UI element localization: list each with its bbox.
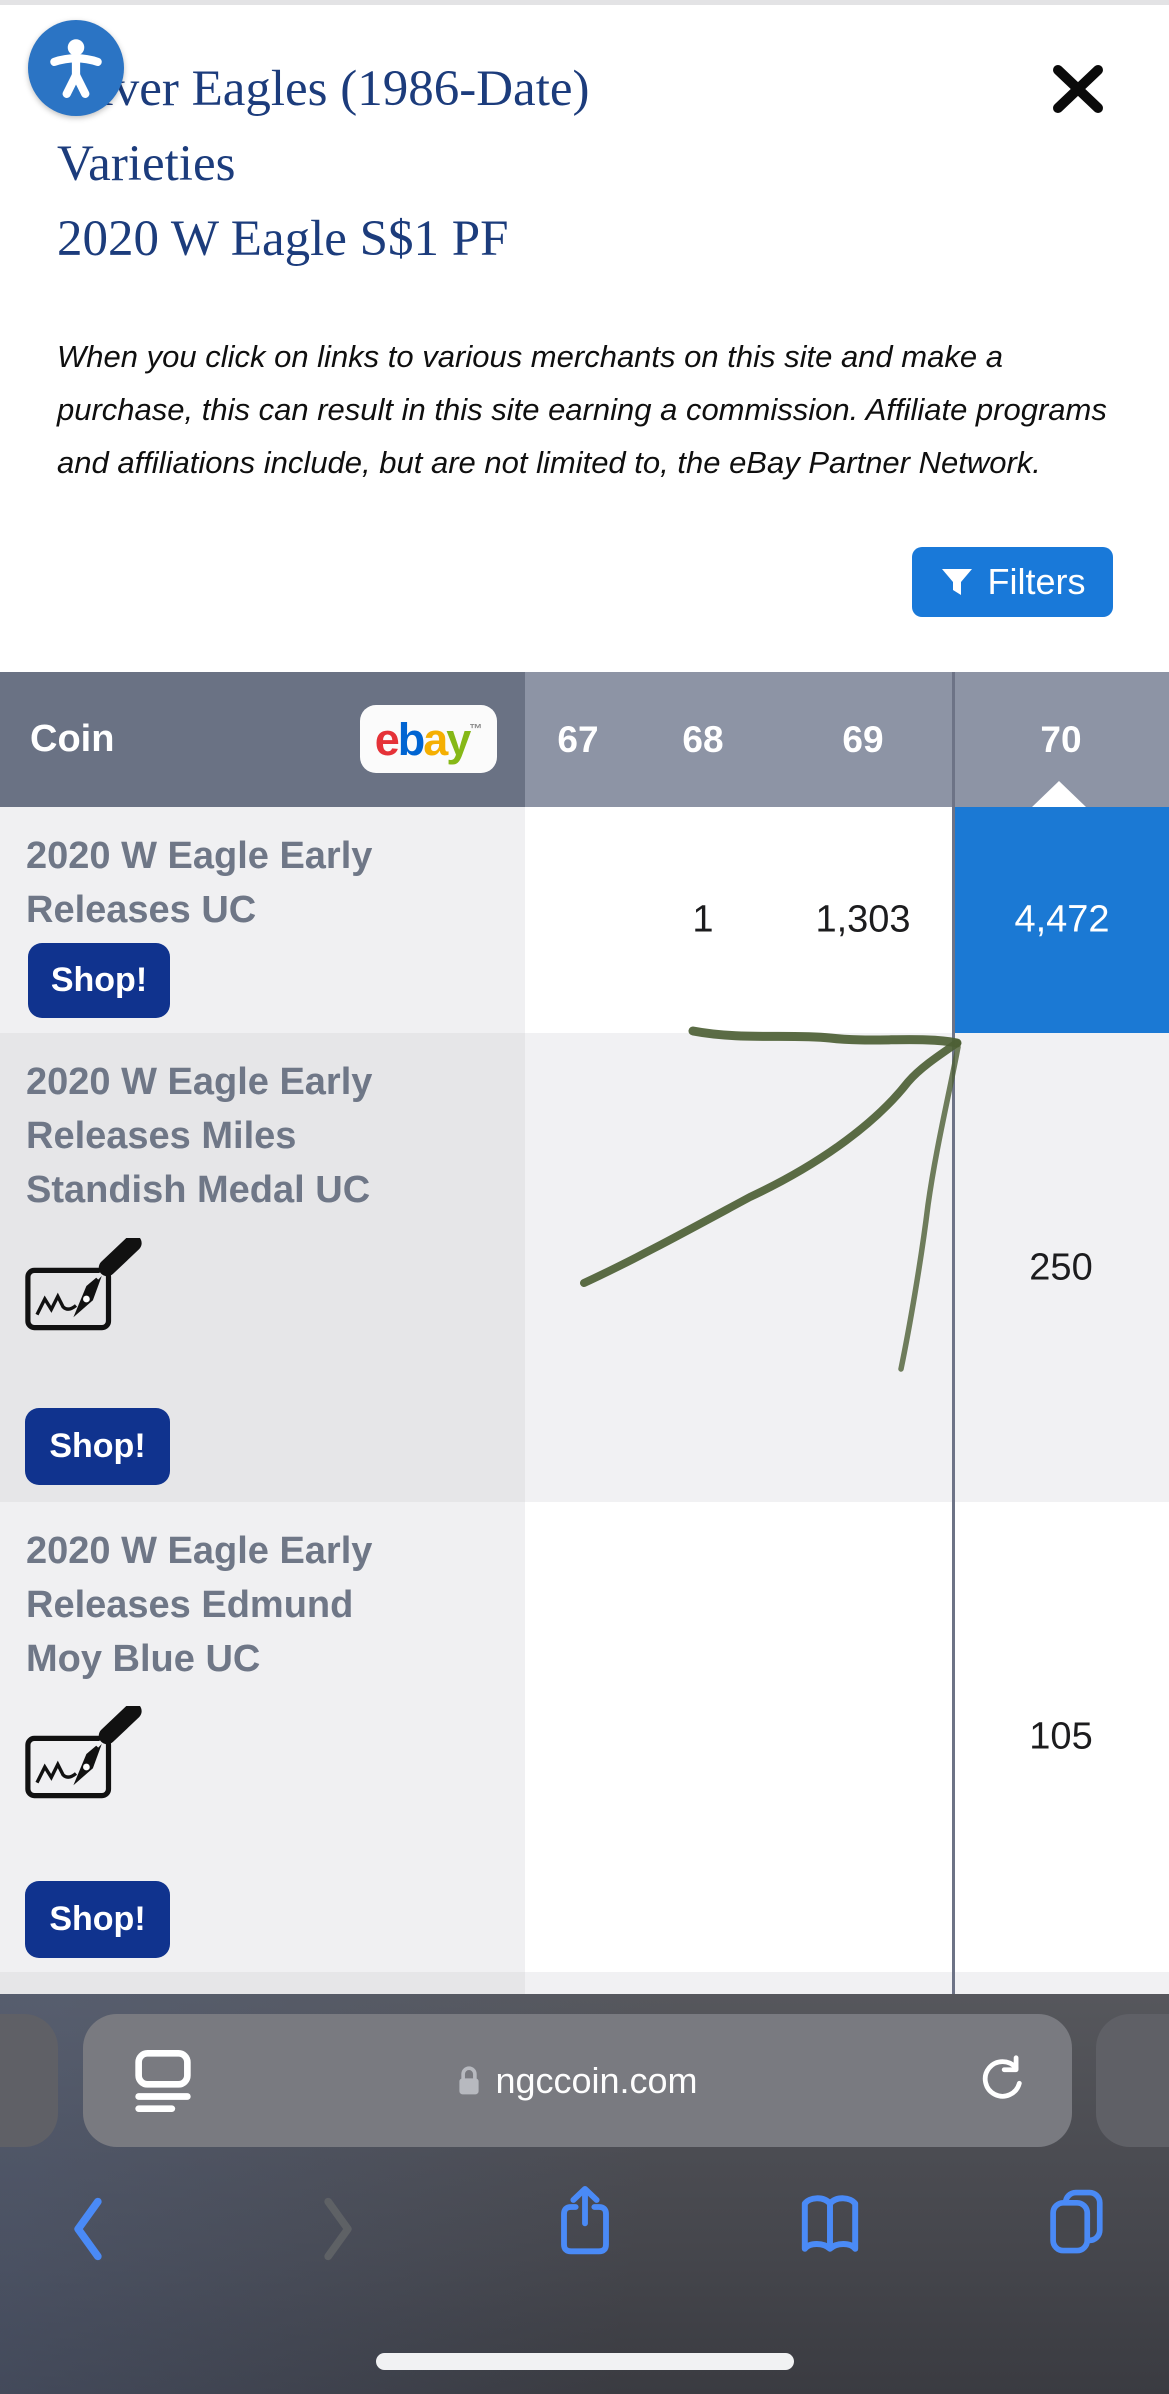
shop-button[interactable]: Shop! xyxy=(25,1408,170,1485)
url-field[interactable]: ngccoin.com xyxy=(83,2014,1072,2147)
title-line-2[interactable]: Varieties xyxy=(57,136,236,192)
address-bar[interactable]: ngccoin.com xyxy=(83,2014,1072,2147)
grade-column-69[interactable]: 69 xyxy=(842,718,884,760)
selected-column-arrow xyxy=(1032,781,1086,807)
lock-icon xyxy=(457,2065,481,2097)
filter-funnel-icon xyxy=(940,565,974,599)
ebay-letter-e: e xyxy=(374,713,400,765)
accessibility-person-icon xyxy=(43,33,109,104)
coin-cell: 2020 W Eagle Early Releases Miles Standi… xyxy=(0,1033,525,1502)
table-row: 2020 W Eagle Early Releases Miles Standi… xyxy=(0,1033,1169,1502)
back-button[interactable] xyxy=(68,2194,108,2269)
previous-tab-peek[interactable] xyxy=(0,2014,58,2147)
count-70: 105 xyxy=(1029,1715,1093,1758)
affiliate-disclaimer: When you click on links to various merch… xyxy=(57,339,1107,480)
census-table: Coin e b a y ™ 67 68 69 70 2020 W Eagle Earl… xyxy=(0,672,1169,1994)
signature-series-icon xyxy=(24,1702,154,1807)
coin-name[interactable]: 2020 W Eagle Early Releases Miles Standi… xyxy=(26,1061,373,1211)
coin-name[interactable]: 2020 W Eagle Early Releases UC xyxy=(26,835,373,931)
refresh-icon[interactable] xyxy=(976,2054,1028,2111)
safari-toolbar xyxy=(0,2174,1169,2284)
url-text: ngccoin.com xyxy=(495,2059,698,2101)
ebay-letter-a: a xyxy=(423,713,448,765)
accessibility-button[interactable] xyxy=(28,20,124,116)
ebay-tm: ™ xyxy=(469,720,483,736)
title-line-3: 2020 W Eagle S$1 PF xyxy=(57,211,509,267)
shop-button[interactable]: Shop! xyxy=(28,943,170,1018)
bookmarks-button[interactable] xyxy=(799,2192,861,2259)
page-settings-icon[interactable] xyxy=(135,2050,191,2117)
count-70: 4,472 xyxy=(1014,898,1110,941)
shop-label: Shop! xyxy=(50,961,148,999)
grade-column-70[interactable]: 70 xyxy=(1040,718,1082,760)
signature-series-icon xyxy=(24,1234,154,1339)
safari-bottom-bar: ngccoin.com xyxy=(0,1994,1169,2394)
close-button[interactable] xyxy=(1040,50,1116,126)
coin-cell: 2020 W Eagle Early Releases Edmund Moy B… xyxy=(0,1502,525,1972)
home-indicator[interactable] xyxy=(376,2353,794,2370)
title-line-1[interactable]: Silver Eagles (1986-Date) xyxy=(57,61,590,117)
next-tab-peek[interactable] xyxy=(1096,2014,1169,2147)
grade-column-67[interactable]: 67 xyxy=(557,718,599,760)
tabs-button[interactable] xyxy=(1047,2188,1107,2259)
forward-button[interactable] xyxy=(318,2194,358,2269)
count-70: 250 xyxy=(1029,1246,1093,1289)
shop-button[interactable]: Shop! xyxy=(25,1881,170,1958)
grade-column-68[interactable]: 68 xyxy=(682,718,724,760)
page-title: Silver Eagles (1986-Date) Varieties 2020… xyxy=(57,52,957,277)
highlighted-70-cell[interactable]: 4,472 xyxy=(955,807,1169,1033)
column-70-divider-line xyxy=(952,672,955,1994)
share-button[interactable] xyxy=(557,2182,613,2265)
coin-column-header: Coin xyxy=(30,718,115,760)
grade-data-cells xyxy=(525,1972,1169,1994)
table-row: 2020 W Eagle Early Releases Edmund Moy B… xyxy=(0,1502,1169,1972)
ebay-letter-y: y xyxy=(446,713,471,765)
table-row: 2020 W Eagle Early Releases UC Shop! 1 1… xyxy=(0,807,1169,1033)
ebay-logo[interactable]: e b a y ™ xyxy=(360,705,497,773)
grade-data-cells xyxy=(525,1502,1169,1972)
shop-label: Shop! xyxy=(49,1900,146,1938)
coin-cell xyxy=(0,1972,525,1994)
coin-name[interactable]: 2020 W Eagle Early Releases Edmund Moy B… xyxy=(26,1530,373,1680)
filters-button[interactable]: Filters xyxy=(912,547,1113,617)
table-header: Coin e b a y ™ 67 68 69 70 xyxy=(0,672,1169,807)
filters-label: Filters xyxy=(987,561,1086,602)
shop-label: Shop! xyxy=(49,1427,146,1465)
count-68: 1 xyxy=(692,898,714,941)
grade-data-cells xyxy=(525,807,955,1033)
page-top-strip xyxy=(0,0,1169,5)
ebay-letter-b: b xyxy=(397,713,425,765)
coin-cell: 2020 W Eagle Early Releases UC Shop! xyxy=(0,807,525,1033)
table-row-partial xyxy=(0,1972,1169,1994)
close-icon xyxy=(1040,65,1116,130)
count-69: 1,303 xyxy=(815,898,911,941)
